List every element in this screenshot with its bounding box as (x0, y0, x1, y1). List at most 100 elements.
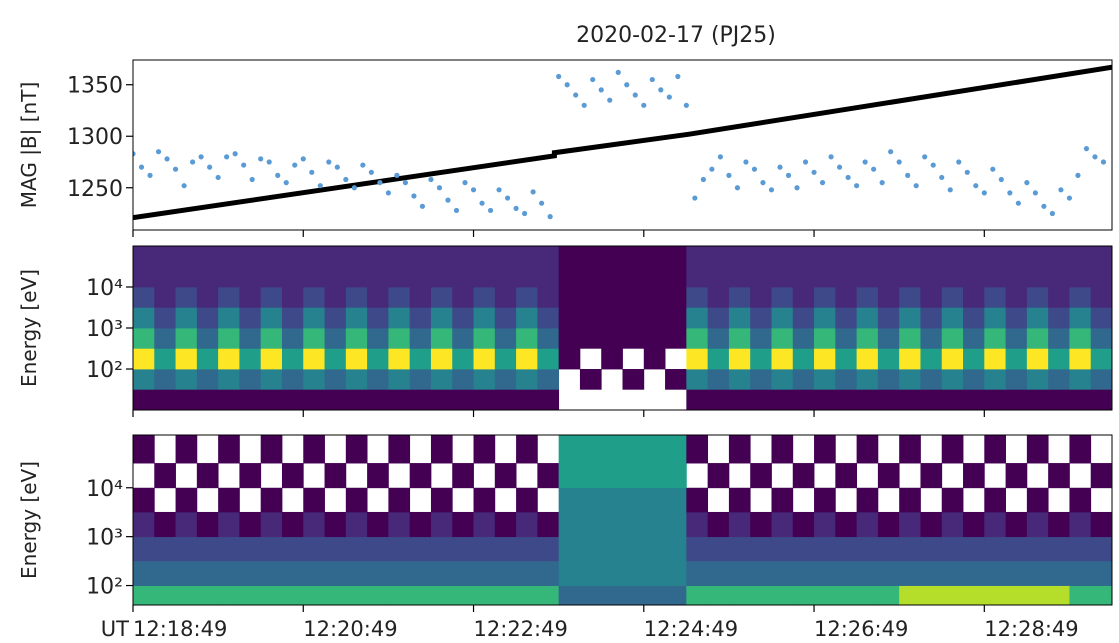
heat-cell (175, 511, 198, 538)
heat-cell (707, 536, 730, 562)
heat-cell (239, 266, 262, 288)
point (675, 73, 681, 80)
heat-cell (877, 246, 900, 267)
heat-cell (494, 348, 517, 370)
heat-cell (941, 348, 964, 370)
heat-cell (665, 369, 687, 390)
heat-cell (728, 389, 751, 410)
heat-cell (643, 266, 666, 288)
heat-cell (984, 536, 1006, 562)
heat-cell (239, 585, 262, 605)
heat-cell (750, 328, 772, 349)
heat-cell (281, 307, 304, 329)
heat-cell (1005, 266, 1028, 288)
heat-cell (367, 266, 389, 288)
heat-cell (430, 246, 453, 267)
heat-cell (728, 536, 751, 562)
heat-cell (1090, 328, 1112, 349)
heat-cell (175, 487, 198, 513)
heat-cell (728, 287, 751, 308)
heat-cell (941, 328, 964, 349)
heat-cell (601, 463, 623, 489)
heat-cell (622, 369, 645, 390)
point (292, 162, 298, 168)
heat-cell (963, 560, 985, 586)
heat-cell (835, 463, 858, 489)
heat-cell (579, 369, 602, 390)
heat-cell (260, 585, 283, 605)
point (436, 185, 443, 191)
y-tick-label: 1250 (67, 177, 123, 202)
heat-cell (367, 463, 389, 489)
heat-cell (835, 369, 858, 390)
heat-cell (281, 348, 304, 370)
heat-cell (771, 511, 794, 538)
y-axis-label: MAG |B| [nT] (17, 82, 41, 209)
point (760, 180, 766, 186)
point (419, 203, 426, 209)
heat-cell (1026, 560, 1049, 586)
point (930, 162, 936, 168)
point (241, 162, 247, 168)
heat-cell (814, 287, 836, 308)
point (479, 200, 485, 206)
heat-cell (579, 287, 602, 308)
heat-cell (579, 463, 602, 489)
heat-cell (984, 328, 1006, 349)
heat-cell (877, 511, 900, 538)
heat-cell (686, 536, 709, 562)
heat-cell (154, 389, 176, 410)
point (343, 176, 349, 183)
heat-cell (941, 487, 964, 513)
heat-cell (579, 511, 602, 538)
heat-cell (877, 307, 900, 329)
heat-cell (728, 369, 751, 390)
heat-cell (643, 536, 666, 562)
point (172, 166, 179, 172)
heat-cell (686, 511, 709, 538)
heat-cell (665, 328, 687, 349)
heat-cell (1090, 511, 1112, 538)
heat-cell (473, 246, 496, 267)
heat-cell (1069, 287, 1092, 308)
heat-cell (409, 560, 432, 586)
heat-cell (984, 487, 1006, 513)
heat-cell (345, 536, 368, 562)
heat-cell (941, 511, 964, 538)
heat-cell (218, 287, 240, 308)
heat-cell (324, 287, 347, 308)
heat-cell (1090, 536, 1112, 562)
heat-cell (622, 511, 645, 538)
heat-cell (1048, 369, 1070, 390)
heat-cell (409, 307, 432, 329)
heat-cell (1048, 287, 1070, 308)
point (913, 183, 919, 189)
heat-cell (218, 435, 240, 464)
heat-cell (133, 511, 155, 538)
heat-cell (281, 536, 304, 562)
heat-cell (771, 389, 794, 410)
point (385, 190, 391, 196)
heat-cell (792, 560, 815, 586)
heat-cell (388, 487, 411, 513)
heat-cell (430, 307, 453, 329)
heat-cell (1069, 369, 1092, 390)
heat-cell (579, 266, 602, 288)
heat-cell (877, 585, 900, 605)
heat-cell (324, 511, 347, 538)
heat-cell (1048, 307, 1070, 329)
heat-cell (324, 389, 347, 410)
heat-cell (665, 463, 687, 489)
heat-cell (1069, 536, 1092, 562)
heat-cell (814, 369, 836, 390)
heat-cell (175, 389, 198, 410)
heat-cell (814, 560, 836, 586)
heat-cell (750, 369, 772, 390)
heat-cell (430, 536, 453, 562)
heat-cell (260, 511, 283, 538)
heat-cell (707, 287, 730, 308)
heat-cell (941, 389, 964, 410)
heat-cell (303, 560, 325, 586)
heat-cell (835, 536, 858, 562)
heat-cell (367, 348, 389, 370)
